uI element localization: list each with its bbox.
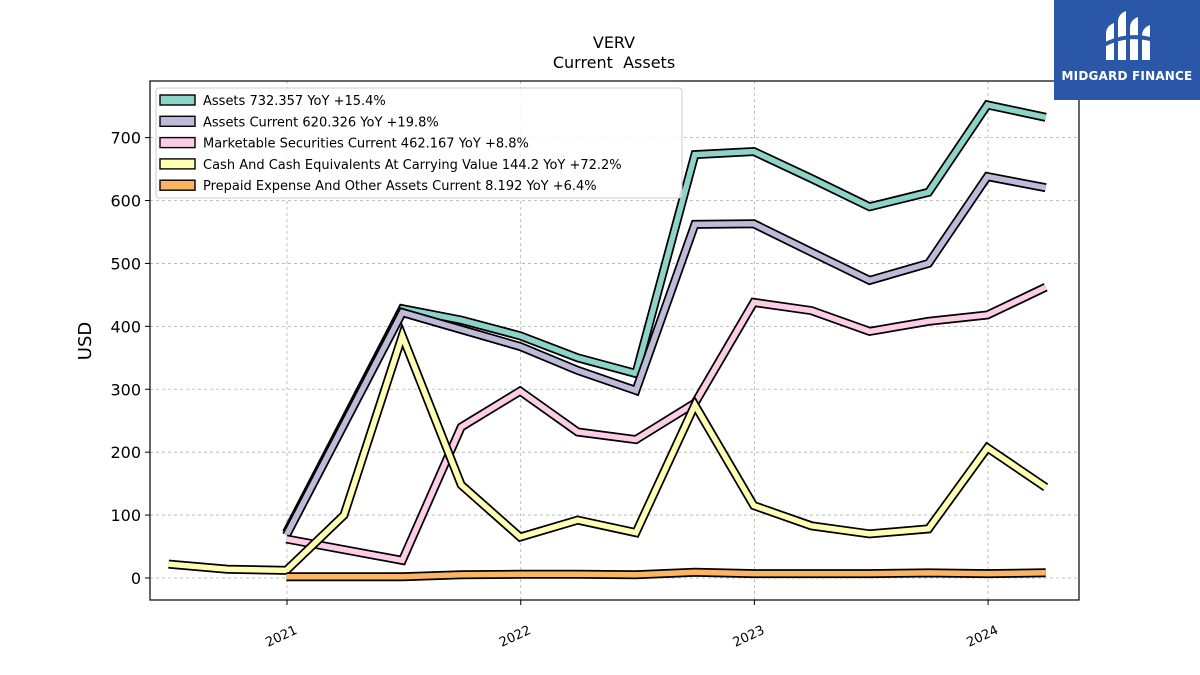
x-tick-label: 2022 [497,623,533,651]
y-axis-label: USD [75,322,96,360]
x-tick-label: 2021 [263,623,299,651]
legend-swatch [159,94,196,106]
series-line [168,327,1048,574]
chart-subtitle: Current Assets [553,53,675,72]
legend-swatch [159,136,196,149]
y-tick-label: 100 [110,506,141,525]
y-tick-label: 300 [110,380,141,399]
y-tick-label: 400 [110,317,141,336]
legend-label: Assets 732.357 YoY +15.4% [203,94,386,109]
y-tick-label: 700 [110,129,141,148]
x-tick-label: 2023 [731,623,767,651]
series-line [283,101,1047,534]
brand-logo: MIDGARD FINANCE [1054,0,1200,100]
brand-name: MIDGARD FINANCE [1061,69,1193,83]
legend-label: Cash And Cash Equivalents At Carrying Va… [203,158,622,173]
legend: Assets 732.357 YoY +15.4% Assets Current … [155,87,683,199]
midgard-logo-icon [1100,11,1155,60]
y-tick-label: 0 [131,569,141,588]
legend-label: Marketable Securities Current 462.167 Yo… [203,137,529,152]
series-line-outline [168,322,1049,575]
y-tick-label: 500 [110,254,141,273]
legend-label: Assets Current 620.326 YoY +19.8% [203,115,439,130]
series-line [283,173,1047,537]
series-line [286,569,1046,580]
y-tick-label: 200 [110,443,141,462]
y-tick-label: 600 [110,192,141,211]
legend-swatch [159,179,196,191]
legend-swatch [159,158,196,170]
plot-frame [149,80,1080,601]
chart-title: VERV [593,33,635,52]
legend-swatch [159,115,196,128]
x-tick-label: 2024 [964,623,1000,651]
legend-box [155,87,683,199]
series-lines [168,99,1049,582]
legend-label: Prepaid Expense And Other Assets Current… [203,179,597,194]
